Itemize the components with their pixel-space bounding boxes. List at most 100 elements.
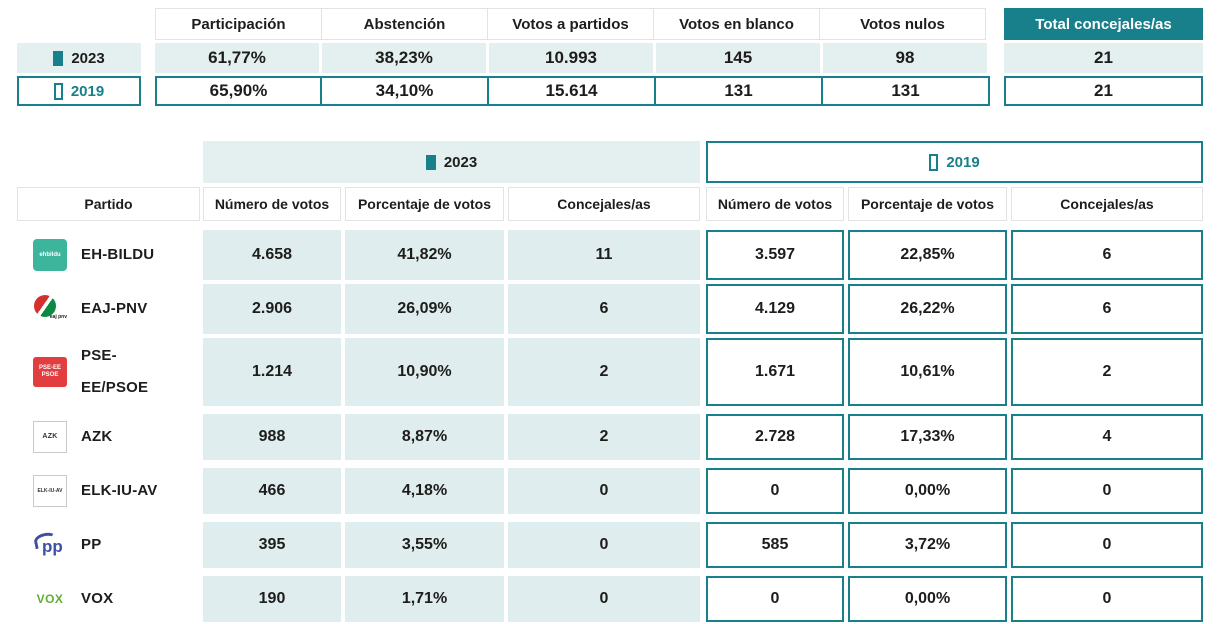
summary-value-cell: 15.614: [487, 76, 656, 106]
result-value-cell: 17,33%: [848, 414, 1007, 460]
result-value-cell: 41,82%: [345, 230, 504, 280]
result-value-cell: 4.658: [203, 230, 341, 280]
summary-value-cell: 131: [821, 76, 990, 106]
result-value-cell: 6: [508, 284, 700, 334]
column-header-concejales-2019: Concejales/as: [1011, 187, 1203, 221]
summary-value-cell: 61,77%: [155, 43, 319, 73]
party-cell: eaj pnv EAJ-PNV: [17, 293, 200, 325]
result-value-cell: 0: [706, 468, 844, 514]
year-2019-swatch-icon: [53, 82, 63, 100]
party-cell: VOX VOX: [17, 583, 200, 615]
result-value-cell: 3,72%: [848, 522, 1007, 568]
summary-header-votos-blanco: Votos en blanco: [653, 8, 820, 40]
result-value-cell: 4: [1011, 414, 1203, 460]
column-header-porcentaje-votos-2023: Porcentaje de votos: [345, 187, 504, 221]
summary-header-participacion: Participación: [155, 8, 322, 40]
summary-value-cell: 34,10%: [320, 76, 489, 106]
vox-logo: VOX: [36, 591, 64, 606]
result-value-cell: 988: [203, 414, 341, 460]
total-concejales-column: Total concejales/as 21 21: [1004, 8, 1203, 106]
group-header-2023[interactable]: 2023: [203, 141, 700, 183]
result-value-cell: 26,22%: [848, 284, 1007, 334]
summary-header-row: Participación Abstención Votos a partido…: [155, 8, 990, 40]
result-value-cell: 2.728: [706, 414, 844, 460]
result-value-cell: 1.214: [203, 338, 341, 406]
result-value-cell: 11: [508, 230, 700, 280]
result-value-cell: 2: [508, 414, 700, 460]
party-cell: pp PP: [17, 529, 200, 561]
party-cell: ELK-IU-AV ELK-IU-AV: [17, 474, 200, 507]
result-value-cell: 1.671: [706, 338, 844, 406]
summary-value-cell: 145: [656, 43, 820, 73]
column-header-numero-votos-2023: Número de votos: [203, 187, 341, 221]
party-row-elk-iu-av: ELK-IU-AV ELK-IU-AV 466 4,18% 0 0 0,00% 0: [17, 468, 1227, 514]
summary-value-cell: 38,23%: [322, 43, 486, 73]
result-value-cell: 2: [1011, 338, 1203, 406]
party-name: PSE-EE/PSOE: [81, 347, 149, 396]
pp-logo: pp: [33, 530, 67, 560]
eaj-pnv-logo: eaj pnv: [33, 293, 67, 325]
party-name: EH-BILDU: [81, 245, 155, 263]
result-value-cell: 10,61%: [848, 338, 1007, 406]
result-value-cell: 4.129: [706, 284, 844, 334]
year-toggle-2023[interactable]: 2023: [17, 43, 141, 73]
result-value-cell: 466: [203, 468, 341, 514]
result-value-cell: 6: [1011, 284, 1203, 334]
result-value-cell: 0: [1011, 576, 1203, 622]
year-2023-label: 2023: [71, 49, 105, 67]
results-table: 2023 2019 Partido Número de votos Porcen…: [17, 141, 1227, 622]
party-name: EAJ-PNV: [81, 299, 148, 317]
party-name: PP: [81, 535, 102, 553]
party-row-pse-ee-psoe: PSE-EE PSOE PSE-EE/PSOE 1.214 10,90% 2 1.…: [17, 338, 1227, 406]
party-cell: ehbildu EH-BILDU: [17, 238, 200, 271]
result-value-cell: 0: [706, 576, 844, 622]
eh-bildu-logo: ehbildu: [33, 238, 67, 271]
total-concejales-header: Total concejales/as: [1004, 8, 1203, 40]
summary-main-columns: Participación Abstención Votos a partido…: [155, 8, 990, 106]
summary-value-cell: 65,90%: [155, 76, 322, 106]
group-2023-label: 2023: [443, 153, 478, 171]
results-group-header-row: 2023 2019: [17, 141, 1227, 183]
party-name: ELK-IU-AV: [81, 481, 158, 499]
party-cell: PSE-EE PSOE PSE-EE/PSOE: [17, 340, 200, 404]
pse-ee-psoe-logo: PSE-EE PSOE: [33, 357, 67, 387]
result-value-cell: 2: [508, 338, 700, 406]
party-cell: AZK AZK: [17, 420, 200, 453]
result-value-cell: 10,90%: [345, 338, 504, 406]
result-value-cell: 8,87%: [345, 414, 504, 460]
summary-value-cell: 10.993: [489, 43, 653, 73]
result-value-cell: 3,55%: [345, 522, 504, 568]
result-value-cell: 395: [203, 522, 341, 568]
party-name: VOX: [81, 589, 114, 607]
column-header-numero-votos-2019: Número de votos: [706, 187, 844, 221]
result-value-cell: 0: [508, 576, 700, 622]
year-2019-label: 2019: [70, 82, 105, 100]
column-header-porcentaje-votos-2019: Porcentaje de votos: [848, 187, 1007, 221]
summary-header-votos-nulos: Votos nulos: [819, 8, 986, 40]
year-2023-swatch-icon: [53, 50, 64, 66]
result-value-cell: 0: [508, 468, 700, 514]
summary-year-column: 2023 2019: [17, 8, 141, 109]
column-header-partido: Partido: [17, 187, 200, 221]
summary-header-votos-partidos: Votos a partidos: [487, 8, 654, 40]
azk-logo: AZK: [33, 420, 67, 453]
results-column-header-row: Partido Número de votos Porcentaje de vo…: [17, 187, 1227, 221]
summary-value-cell: 131: [654, 76, 823, 106]
party-row-pp: pp PP 395 3,55% 0 585 3,72% 0: [17, 522, 1227, 568]
summary-header-abstencion: Abstención: [321, 8, 488, 40]
total-value-2019: 21: [1004, 76, 1203, 106]
result-value-cell: 22,85%: [848, 230, 1007, 280]
summary-table: 2023 2019 Participación Abstención Votos…: [17, 8, 1227, 109]
result-value-cell: 2.906: [203, 284, 341, 334]
summary-row-2019: 65,90% 34,10% 15.614 131 131: [155, 76, 990, 106]
summary-value-cell: 98: [823, 43, 987, 73]
result-value-cell: 585: [706, 522, 844, 568]
result-value-cell: 0: [1011, 522, 1203, 568]
party-name: AZK: [81, 427, 113, 445]
year-toggle-2019[interactable]: 2019: [17, 76, 141, 106]
result-value-cell: 0: [508, 522, 700, 568]
result-value-cell: 26,09%: [345, 284, 504, 334]
result-value-cell: 0: [1011, 468, 1203, 514]
group-header-2019[interactable]: 2019: [706, 141, 1203, 183]
